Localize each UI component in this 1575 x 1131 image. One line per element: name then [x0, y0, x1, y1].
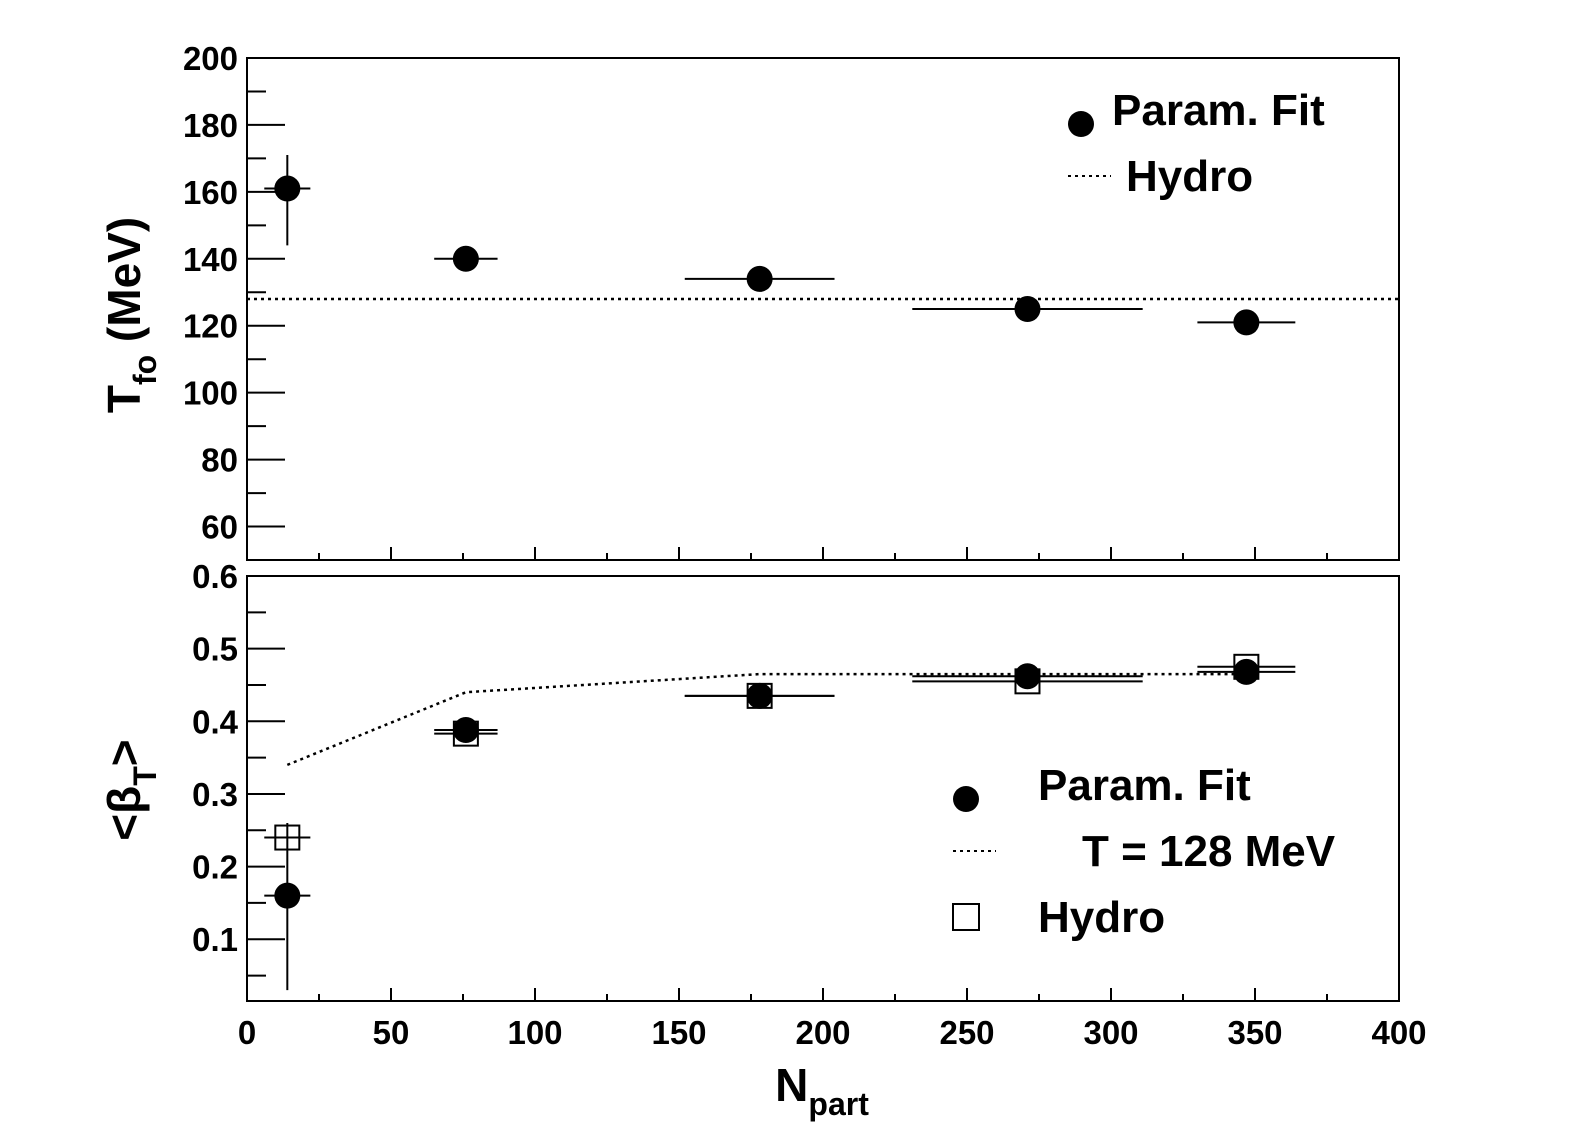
y-tick-label: 60 — [201, 509, 238, 546]
legend-label: Hydro — [1126, 152, 1253, 201]
data-point-filled-circle — [746, 265, 773, 292]
data-point-filled-circle — [274, 882, 301, 909]
y-tick-label: 0.4 — [192, 703, 239, 740]
data-point-open-square — [452, 720, 479, 747]
x-tick-label: 250 — [939, 1014, 994, 1051]
legend-marker-filled-circle — [953, 786, 979, 812]
top-plot-marks — [247, 155, 1399, 336]
legend-marker-open-square — [952, 903, 980, 931]
data-point-open-square — [1014, 668, 1041, 695]
x-tick-label: 350 — [1227, 1014, 1282, 1051]
y-tick-label: 100 — [183, 375, 238, 412]
data-point-filled-circle — [452, 245, 479, 272]
legend-label: Param. Fit — [1112, 86, 1325, 135]
data-point-filled-circle — [1014, 296, 1041, 322]
y-tick-label: 200 — [183, 40, 238, 77]
bottom-y-axis-title-post: > — [98, 739, 150, 766]
bottom-axis-ticks: 0.1 0.2 0.3 0.4 0.5 0.6 0 50 100 150 200 250 300 350 4… — [192, 558, 1426, 1051]
x-tick-label: 0 — [238, 1014, 256, 1051]
x-axis-title: Npart — [775, 1059, 869, 1122]
x-axis-title-sub: part — [808, 1086, 869, 1122]
top-y-axis-title-unit: (MeV) — [98, 217, 150, 355]
y-tick-label: 160 — [183, 174, 238, 211]
x-tick-label: 150 — [651, 1014, 706, 1051]
x-axis-title-main: N — [775, 1059, 808, 1111]
data-point-open-square — [746, 682, 773, 709]
legend-label: T = 128 MeV — [1082, 827, 1336, 876]
data-point-filled-circle — [452, 717, 479, 744]
data-point-filled-circle — [1014, 663, 1041, 690]
data-point-open-square — [1233, 653, 1260, 680]
top-y-axis-title-sub: fo — [127, 355, 163, 385]
legend-marker-filled-circle — [1068, 111, 1094, 137]
x-tick-label: 50 — [373, 1014, 410, 1051]
bottom-legend: Param. Fit T = 128 MeV Hydro — [952, 761, 1336, 942]
dotted-curve — [286, 672, 1247, 767]
x-tick-label: 300 — [1083, 1014, 1138, 1051]
bottom-y-axis-title: <βT> — [98, 739, 163, 840]
data-point-open-square — [274, 824, 301, 851]
y-tick-label: 0.5 — [192, 631, 238, 668]
bottom-y-axis-title-sub: T — [127, 766, 163, 786]
legend-label: Hydro — [1038, 893, 1165, 942]
y-tick-label: 0.2 — [192, 849, 238, 886]
top-y-axis-title-main: T — [98, 385, 150, 413]
top-legend: Param. Fit Hydro — [1068, 86, 1325, 201]
top-axis-ticks: 60 80 100 120 140 160 180 200 — [183, 40, 1400, 561]
y-tick-label: 0.6 — [192, 558, 238, 595]
legend-label: Param. Fit — [1038, 761, 1251, 810]
bottom-y-axis-title-pre: <β — [98, 786, 150, 841]
y-tick-label: 180 — [183, 107, 238, 144]
data-point-filled-circle — [274, 175, 301, 202]
bottom-plot-marks — [264, 653, 1296, 991]
x-tick-label: 200 — [795, 1014, 850, 1051]
data-point-filled-circle — [1233, 309, 1260, 336]
data-point-filled-circle — [1233, 658, 1260, 685]
y-tick-label: 0.1 — [192, 921, 238, 958]
y-tick-label: 120 — [183, 308, 238, 345]
top-y-axis-title: Tfo (MeV) — [98, 217, 163, 413]
y-tick-label: 80 — [201, 442, 238, 479]
x-tick-label: 400 — [1371, 1014, 1426, 1051]
y-tick-label: 140 — [183, 241, 238, 278]
x-tick-label: 100 — [507, 1014, 562, 1051]
y-tick-label: 0.3 — [192, 776, 238, 813]
